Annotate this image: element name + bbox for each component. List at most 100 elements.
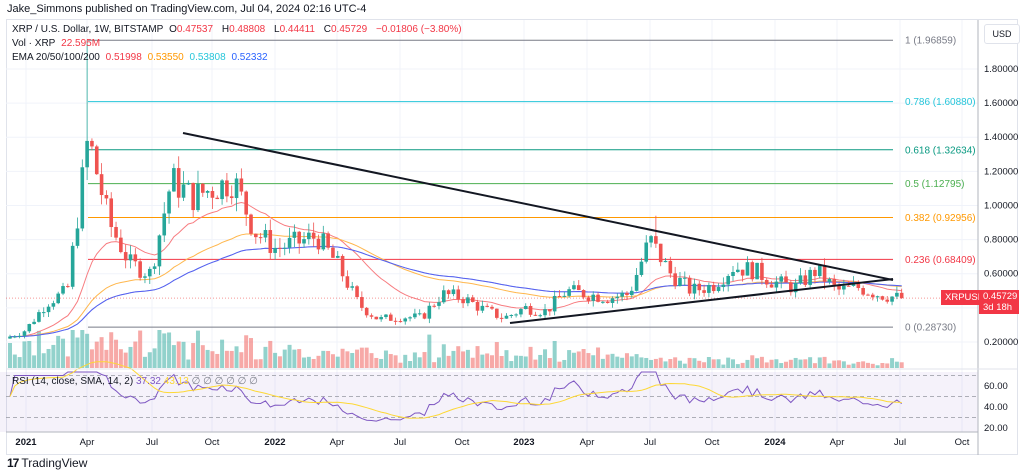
volume-bar [383, 350, 388, 368]
volume-bar [538, 354, 543, 368]
price-axis-label: 0.20000 [984, 337, 1018, 348]
volume-bar [841, 361, 846, 368]
change-value: −0.01806 (−3.80%) [375, 24, 462, 35]
volume-bar [697, 360, 702, 368]
symbol-legend[interactable]: XRP / U.S. Dollar, 1W, BITSTAMP O0.47537… [12, 24, 465, 35]
volume-bar [557, 361, 562, 368]
volume-bar [504, 350, 509, 368]
volume-bar [403, 354, 408, 368]
candle-body [446, 290, 451, 295]
tradingview-logo[interactable]: 17 TradingView [7, 456, 87, 470]
volume-bar [769, 359, 774, 368]
volume-bar [306, 356, 311, 368]
volume-bar [229, 350, 234, 368]
candle-body [32, 321, 36, 325]
volume-bar [292, 349, 297, 368]
candle-body [27, 324, 32, 332]
time-axis-label: 2023 [513, 437, 534, 448]
candle-body [114, 227, 118, 238]
candle-body [552, 295, 557, 312]
candle-body [615, 296, 620, 299]
volume-bar [663, 361, 668, 368]
volume-bar [46, 348, 51, 368]
volume-bar [374, 357, 379, 368]
candle-body [403, 318, 408, 322]
rsi-legend[interactable]: RSI (14, close, SMA, 14, 2) 37.32 43.13 … [12, 376, 258, 387]
time-axis-label: Apr [330, 437, 345, 448]
triangle-trendlines [182, 132, 894, 324]
ema-lines [10, 201, 902, 338]
volume-bar [12, 354, 17, 368]
candle-body [326, 233, 330, 248]
currency-button[interactable]: USD [984, 24, 1020, 44]
volume-bar [832, 360, 837, 368]
volume-bar [36, 330, 41, 368]
time-axis-label: Jul [894, 437, 906, 448]
ema-legend[interactable]: EMA 20/50/100/200 0.51998 0.53550 0.5380… [12, 52, 271, 63]
volume-bar [596, 347, 601, 368]
volume-bar [562, 359, 567, 368]
volume-legend[interactable]: Vol · XRP 22.595M [12, 38, 103, 49]
volume-bar [436, 357, 441, 368]
candle-body [678, 277, 682, 287]
candle-body [692, 283, 697, 294]
candle-body [22, 331, 27, 336]
candle-body [813, 269, 817, 277]
rsi-empty-value: ∅ [203, 376, 212, 387]
volume-bar [745, 359, 750, 368]
time-axis-label: Jul [394, 437, 406, 448]
price-tag-price: 0.45729 [983, 291, 1018, 302]
candle-body [133, 254, 138, 262]
volume-bar [600, 358, 605, 368]
volume-bar [369, 353, 374, 368]
candle-body [740, 269, 745, 276]
volume-bar [465, 349, 470, 368]
candle-body [302, 239, 306, 244]
candle-body [123, 252, 128, 261]
volume-bar [249, 338, 253, 368]
candle-body [774, 281, 779, 288]
volume-bar [673, 357, 678, 368]
candle-body [220, 180, 224, 200]
ema200-line [10, 245, 902, 338]
volume-bar [624, 353, 629, 368]
volume-bar [822, 356, 827, 368]
candle-body [196, 183, 200, 211]
volume-bar [490, 355, 494, 368]
time-axis-label: Apr [830, 437, 845, 448]
candle-body [533, 314, 538, 316]
candle-body [46, 306, 51, 313]
candle-body [610, 298, 615, 303]
volume-bar [456, 346, 461, 368]
candle-body [393, 320, 398, 322]
candle-body [658, 243, 663, 263]
volume-bar [528, 346, 533, 368]
candle-body [779, 276, 783, 282]
candle-body [870, 294, 875, 298]
candle-body [152, 266, 157, 269]
volume-bar [22, 341, 27, 368]
volume-bar [210, 351, 215, 368]
volume-bar [543, 349, 548, 368]
volume-bar [128, 346, 133, 368]
volume-bar [191, 343, 196, 368]
time-axis-label: 2024 [764, 437, 786, 448]
rsi-empty-value: ∅ [226, 376, 235, 387]
candle-body [591, 294, 596, 301]
volume-bar [726, 357, 731, 368]
candle-body [437, 302, 441, 306]
volume-bar [552, 340, 557, 368]
candle-body [273, 247, 277, 253]
time-axis-label: Oct [205, 437, 220, 448]
candle-body [654, 236, 658, 244]
price-axis-label: 1.40000 [984, 132, 1018, 143]
volume-bar [302, 357, 307, 368]
price-axis-label: 1.00000 [984, 200, 1018, 211]
candle-body [335, 255, 340, 258]
candle-body [644, 242, 649, 262]
volume-bar [85, 333, 90, 368]
volume-bar [65, 356, 70, 368]
volume-bar [27, 340, 32, 368]
volume-bar [142, 356, 147, 368]
